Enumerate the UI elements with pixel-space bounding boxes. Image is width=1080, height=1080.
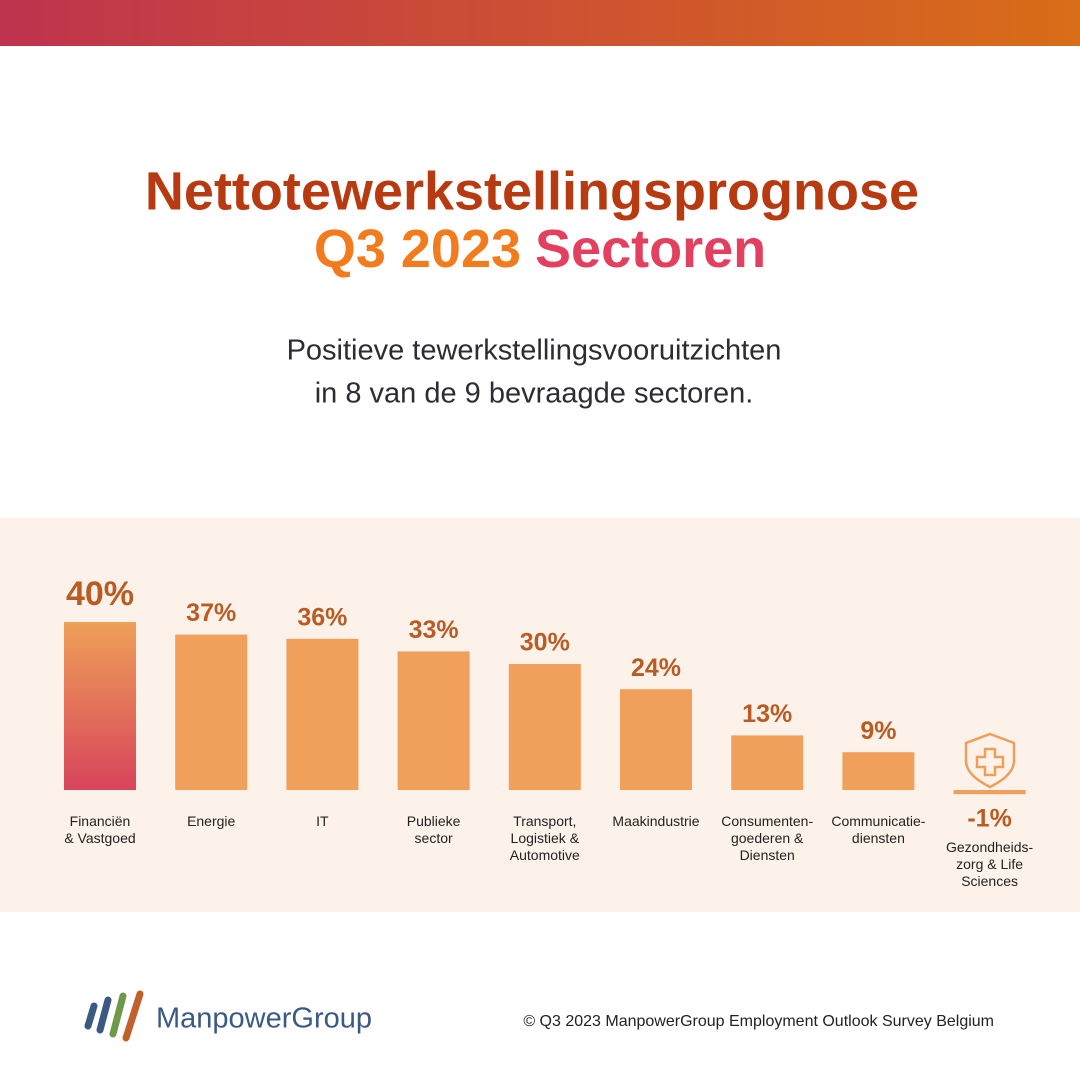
category-label: Transport, Logistiek & Automotive <box>510 813 580 863</box>
category-line: Maakindustrie <box>612 813 699 829</box>
category-line: IT <box>316 813 329 829</box>
value-label: 24% <box>631 654 681 682</box>
category-label: Maakindustrie <box>612 813 699 829</box>
bar <box>620 689 692 790</box>
shield-icon <box>964 732 1016 789</box>
category-line: Sciences <box>961 873 1018 889</box>
category-label: Gezondheids-zorg & Life Sciences <box>946 839 1034 889</box>
category-label: IT <box>316 813 329 829</box>
category-label: Publieke sector <box>407 813 461 846</box>
title-part: Q3 2023 <box>314 219 521 279</box>
value-label: 40% <box>66 575 134 613</box>
bar <box>397 651 470 790</box>
subtitle: Positieve tewerkstellingsvooruitzichten <box>287 335 782 367</box>
category-line: Communicatie- <box>831 813 925 829</box>
bar <box>64 622 136 790</box>
bar <box>508 664 581 790</box>
category-label: Consumenten-goederen & Diensten <box>721 813 813 863</box>
category-line: Logistiek & <box>511 830 580 846</box>
category-line: zorg & Life <box>956 856 1023 872</box>
value-label: 36% <box>297 603 347 631</box>
bar <box>842 752 915 790</box>
title-part: Sectoren <box>535 219 766 279</box>
top-band <box>0 0 1080 46</box>
bar <box>731 735 804 790</box>
value-label: 9% <box>860 717 896 745</box>
source: © Q3 2023 ManpowerGroup Employment Outlo… <box>523 1013 994 1030</box>
bar <box>286 638 359 790</box>
category-label: Communicatie-diensten <box>831 813 925 846</box>
category-label: Financiën & Vastgoed <box>64 813 135 846</box>
category-line: Automotive <box>510 847 580 863</box>
category-line: Financiën <box>70 813 131 829</box>
value-label: 37% <box>186 599 236 627</box>
category-line: & Vastgoed <box>64 830 135 846</box>
bar <box>953 790 1026 795</box>
title-line-2: Q3 2023 Sectoren <box>314 219 766 279</box>
bar <box>175 634 248 790</box>
value-label: 33% <box>409 616 459 644</box>
category-line: Consumenten- <box>721 813 813 829</box>
subtitle: in 8 van de 9 bevraagde sectoren. <box>315 378 754 410</box>
category-line: sector <box>415 830 453 846</box>
value-label: -1% <box>967 805 1011 833</box>
category-line: Energie <box>187 813 235 829</box>
logo-mark <box>84 990 144 1042</box>
logo-text: ManpowerGroup <box>156 1003 372 1035</box>
category-line: Transport, <box>513 813 576 829</box>
category-label: Energie <box>187 813 235 829</box>
category-line: Diensten <box>740 847 795 863</box>
category-line: goederen & <box>731 830 804 846</box>
value-label: 30% <box>520 629 570 657</box>
category-line: Publieke <box>407 813 461 829</box>
value-label: 13% <box>742 700 792 728</box>
category-line: diensten <box>852 830 905 846</box>
category-line: Gezondheids- <box>946 839 1034 855</box>
title: Nettotewerkstellingsprognose <box>145 161 919 221</box>
